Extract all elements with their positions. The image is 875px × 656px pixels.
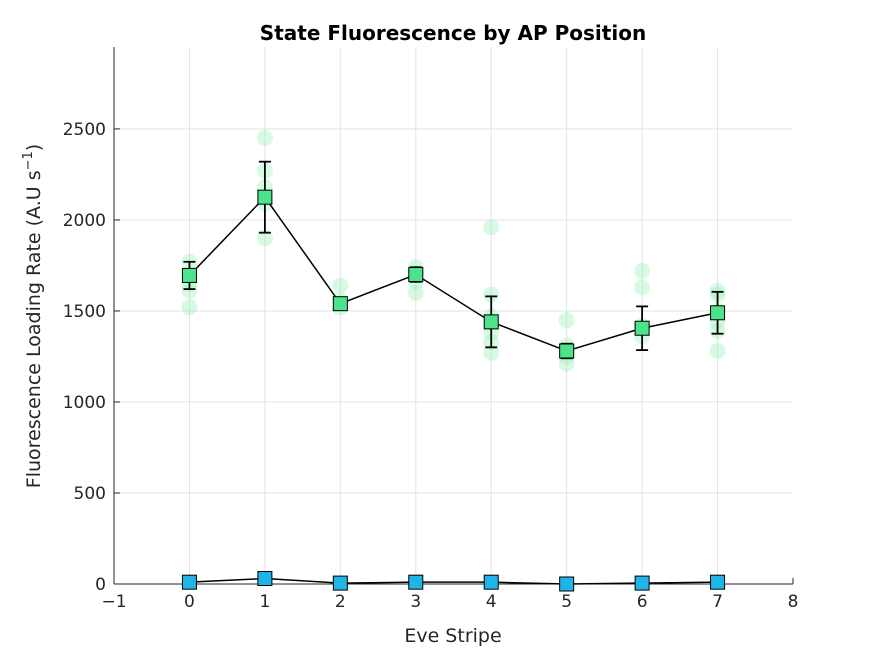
scatter-point xyxy=(256,230,273,247)
scatter-point xyxy=(709,282,726,299)
y-axis-label-superscript: −1 xyxy=(21,151,36,170)
scatter-point xyxy=(407,284,424,301)
y-tick-label: 1500 xyxy=(63,302,106,322)
scatter-point xyxy=(181,282,198,299)
x-tick-label: 3 xyxy=(410,592,421,612)
scatter-point xyxy=(634,262,651,279)
data-point-marker xyxy=(483,574,499,590)
data-point-marker xyxy=(408,267,424,283)
x-tick-label: 8 xyxy=(788,592,799,612)
data-point-marker xyxy=(181,574,197,590)
scatter-point xyxy=(558,312,575,329)
x-tick-label: −1 xyxy=(101,592,126,612)
scatter-point xyxy=(483,286,500,303)
y-axis-label: Fluorescence Loading Rate (A.U s−1) xyxy=(21,144,45,488)
data-point-marker xyxy=(332,575,348,591)
data-point-marker xyxy=(181,267,197,283)
series-group xyxy=(181,160,726,592)
scatter-point xyxy=(483,219,500,236)
scatter-point xyxy=(634,279,651,296)
data-point-marker xyxy=(483,314,499,330)
y-tick-label: 500 xyxy=(74,484,106,504)
scatter-point xyxy=(332,277,349,294)
scatter-point xyxy=(483,344,500,361)
scatter-point xyxy=(709,342,726,359)
x-tick-label: 2 xyxy=(335,592,346,612)
x-tick-label: 0 xyxy=(184,592,195,612)
data-point-marker xyxy=(634,575,650,591)
y-tick-label: 0 xyxy=(95,575,106,595)
data-point-marker xyxy=(634,320,650,336)
data-point-marker xyxy=(559,576,575,592)
plot-background xyxy=(114,47,793,584)
data-point-marker xyxy=(559,343,575,359)
y-tick-label: 2000 xyxy=(63,211,106,231)
x-axis-label: Eve Stripe xyxy=(404,625,501,647)
scatter-point xyxy=(256,130,273,147)
data-point-marker xyxy=(257,571,273,587)
chart-title: State Fluorescence by AP Position xyxy=(260,21,646,45)
data-point-marker xyxy=(332,296,348,312)
y-axis-label-main: Fluorescence Loading Rate (A.U s xyxy=(23,170,45,488)
series-line xyxy=(188,196,718,352)
data-point-marker xyxy=(710,305,726,321)
y-axis-label-close: ) xyxy=(23,144,45,151)
x-tick-label: 7 xyxy=(712,592,723,612)
series-line xyxy=(189,577,718,585)
y-tick-label: 2500 xyxy=(63,120,106,140)
x-tick-label: 6 xyxy=(637,592,648,612)
data-point-marker xyxy=(257,189,273,205)
x-tick-label: 5 xyxy=(561,592,572,612)
y-tick-label: 1000 xyxy=(63,393,106,413)
data-point-marker xyxy=(408,574,424,590)
scatter-point xyxy=(558,355,575,372)
data-point-marker xyxy=(710,574,726,590)
x-tick-label: 4 xyxy=(486,592,497,612)
x-tick-label: 1 xyxy=(259,592,270,612)
scatter-point xyxy=(181,299,198,316)
